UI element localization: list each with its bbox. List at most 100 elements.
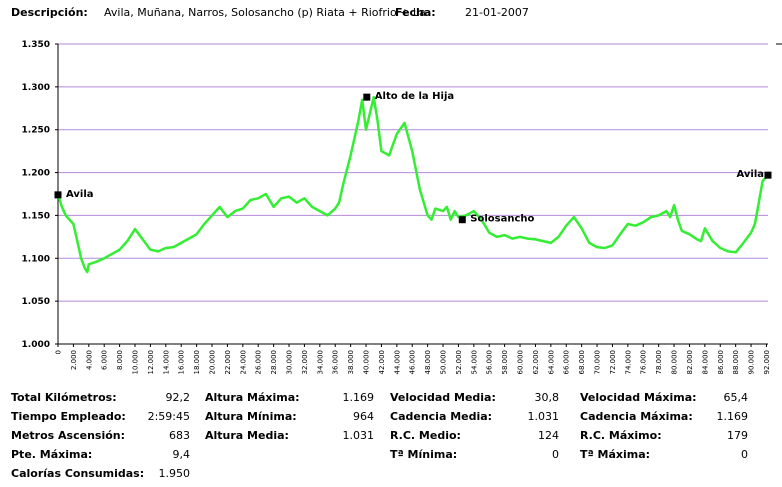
x-tick-label: 42.000 <box>378 350 386 375</box>
y-tick-label: 1.100 <box>22 254 50 264</box>
stat-value: 683 <box>169 429 190 442</box>
marker <box>764 171 772 179</box>
x-tick-label: 40.000 <box>363 350 371 375</box>
stat-value: 1.169 <box>342 391 375 404</box>
stat-label: Calorías Consumidas: <box>11 467 145 480</box>
x-tick-label: 54.000 <box>470 350 478 375</box>
y-tick-label: 1.000 <box>22 340 50 350</box>
x-tick-label: 22.000 <box>224 350 232 375</box>
y-tick-label: 1.300 <box>22 83 50 93</box>
x-tick-label: 26.000 <box>255 350 263 375</box>
y-tick-label: 1.350 <box>22 40 50 50</box>
x-tick-label: 90.000 <box>748 350 756 375</box>
series-line <box>56 95 769 274</box>
stat-label: Cadencia Máxima: <box>580 410 693 423</box>
x-tick-label: 62.000 <box>532 350 540 375</box>
stat-label: Velocidad Máxima: <box>580 391 697 404</box>
stat-label: Altura Mínima: <box>205 410 297 423</box>
x-tick-label: 10.000 <box>132 350 140 375</box>
stat-value: 1.031 <box>342 429 375 442</box>
stat-value: 964 <box>353 410 374 423</box>
stat-label: Total Kilómetros: <box>11 391 117 404</box>
x-tick-label: 82.000 <box>686 350 694 375</box>
stat-value: 9,4 <box>172 448 191 461</box>
x-tick-label: 48.000 <box>424 350 432 375</box>
annotation-label: Solosancho <box>470 214 534 225</box>
x-tick-label: 28.000 <box>270 350 278 375</box>
x-tick-label: 74.000 <box>624 350 632 375</box>
annotation-label: Avila <box>66 189 94 200</box>
x-tick-label: 60.000 <box>517 350 525 375</box>
x-tick-label: 34.000 <box>316 350 324 375</box>
x-tick-label: 38.000 <box>347 350 355 375</box>
descripcion-value: Avila, Muñana, Narros, Solosancho (p) Ri… <box>104 6 426 19</box>
y-tick-label: 1.050 <box>22 297 50 307</box>
x-tick-label: 58.000 <box>501 350 509 375</box>
x-tick-label: 16.000 <box>178 350 186 375</box>
y-tick-label: 1.150 <box>22 211 50 221</box>
x-tick-label: 52.000 <box>455 350 463 375</box>
x-tick-label: 36.000 <box>332 350 340 375</box>
x-tick-label: 64.000 <box>547 350 555 375</box>
stat-label: Cadencia Media: <box>390 410 493 423</box>
x-tick-label: 8.000 <box>116 350 124 370</box>
x-tick-label: 50.000 <box>440 350 448 375</box>
stat-label: R.C. Máximo: <box>580 429 662 442</box>
stat-label: R.C. Medio: <box>390 429 461 442</box>
annotations: Avila Alto de la Hija Solosancho Avila <box>54 91 772 225</box>
annotation-label: Avila <box>736 169 764 180</box>
stat-label: Pte. Máxima: <box>11 448 93 461</box>
stat-value: 65,4 <box>723 391 749 404</box>
marker <box>458 216 466 224</box>
annotation-label: Alto de la Hija <box>375 91 454 102</box>
x-tick-label: 46.000 <box>409 350 417 375</box>
stat-value: 179 <box>727 429 748 442</box>
x-tick-label: 30.000 <box>286 350 294 375</box>
x-tick-label: 68.000 <box>578 350 586 375</box>
marker <box>54 191 62 199</box>
x-tick-label: 80.000 <box>671 350 679 375</box>
y-tick-label: 1.250 <box>22 126 50 136</box>
stat-value: 0 <box>552 448 559 461</box>
elevation-chart: 1.000 1.050 1.100 1.150 1.200 1.250 1.300 1.350… <box>22 40 782 375</box>
x-tick-label: 4.000 <box>85 350 93 370</box>
stat-value: 1.031 <box>527 410 560 423</box>
stat-label: Tiempo Empleado: <box>11 410 126 423</box>
x-tick-label: 78.000 <box>655 350 663 375</box>
plot-area <box>56 95 769 274</box>
stat-label: Tª Mínima: <box>390 448 458 461</box>
chart-grid <box>58 43 768 302</box>
fecha-label: Fecha: <box>395 6 436 19</box>
x-tick-label: 70.000 <box>594 350 602 375</box>
x-tick-label: 32.000 <box>301 350 309 375</box>
x-tick-label: 72.000 <box>609 350 617 375</box>
stat-value: 1.950 <box>158 467 191 480</box>
x-tick-label: 14.000 <box>162 350 170 375</box>
stat-label: Altura Media: <box>205 429 289 442</box>
x-tick-label: 66.000 <box>563 350 571 375</box>
x-axis: 0 2.000 4.000 6.000 8.000 10.000 12.000 14.000 1… <box>55 343 771 375</box>
stat-value: 30,8 <box>534 391 560 404</box>
x-tick-label: 84.000 <box>701 350 709 375</box>
stat-label: Tª Máxima: <box>580 448 651 461</box>
x-tick-label: 56.000 <box>486 350 494 375</box>
x-tick-label: 86.000 <box>717 350 725 375</box>
stat-value: 124 <box>538 429 559 442</box>
x-tick-label: 2.000 <box>70 350 78 370</box>
fecha-value: 21-01-2007 <box>465 6 529 19</box>
stat-label: Metros Ascensión: <box>11 429 126 442</box>
x-tick-label: 12.000 <box>147 350 155 375</box>
x-tick-label: 18.000 <box>193 350 201 375</box>
x-tick-label: 20.000 <box>209 350 217 375</box>
x-tick-label: 44.000 <box>393 350 401 375</box>
stat-value: 1.169 <box>716 410 749 423</box>
descripcion-label: Descripción: <box>11 6 88 19</box>
marker <box>363 93 371 101</box>
x-tick-label: 76.000 <box>640 350 648 375</box>
stat-label: Velocidad Media: <box>390 391 496 404</box>
stat-value: 0 <box>741 448 748 461</box>
stat-label: Altura Máxima: <box>205 391 300 404</box>
x-tick-label: 24.000 <box>239 350 247 375</box>
x-tick-label: 0 <box>55 350 63 354</box>
stat-value: 2:59:45 <box>147 410 190 423</box>
